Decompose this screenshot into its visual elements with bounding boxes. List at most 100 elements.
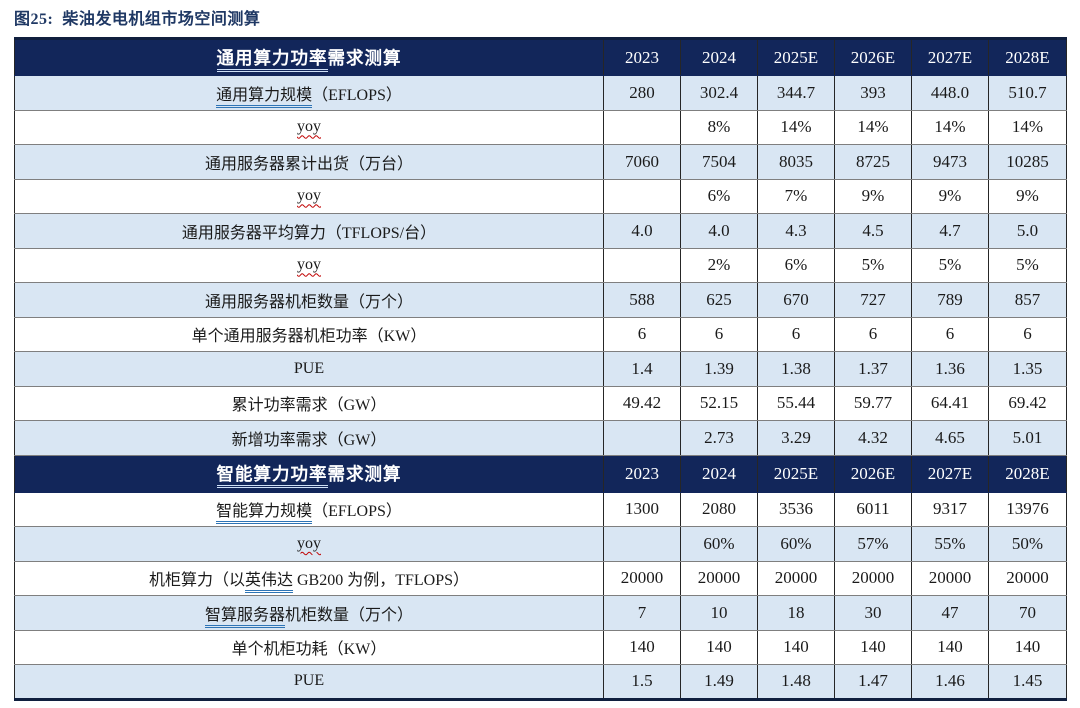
value-cell: 6011: [834, 491, 912, 527]
value-cell: 140: [680, 629, 758, 665]
value-cell: 8725: [834, 144, 912, 180]
value-cell: 6: [757, 316, 835, 352]
value-cell: 1.37: [834, 351, 912, 387]
value-cell: 20000: [603, 560, 681, 596]
underlined-term: 英伟达: [244, 572, 293, 594]
table-row: 通用服务器平均算力（TFLOPS/台） 4.0 4.0 4.3 4.5 4.7 5.0: [14, 213, 1067, 249]
value-cell: 1.46: [911, 664, 989, 700]
value-cell: 60%: [680, 526, 758, 562]
value-cell: 14%: [911, 109, 989, 145]
row-label-cell: 累计功率需求（GW）: [14, 385, 604, 421]
row-label-cell: yoy: [14, 109, 604, 145]
table-row: 通用算力规模（EFLOPS） 280 302.4 344.7 393 448.0 510.7: [14, 75, 1067, 111]
spellcheck-wavy-term: yoy: [297, 256, 321, 274]
table-row: yoy 6% 7% 9% 9% 9%: [14, 178, 1067, 214]
table-row: 新增功率需求（GW） 2.73 3.29 4.32 4.65 5.01: [14, 420, 1067, 456]
value-cell: 5%: [911, 247, 989, 283]
underlined-term: 智算服务器: [204, 606, 285, 628]
table-row: yoy 8% 14% 14% 14% 14%: [14, 109, 1067, 145]
value-cell: 20000: [911, 560, 989, 596]
value-cell: 9317: [911, 491, 989, 527]
value-cell: 140: [603, 629, 681, 665]
value-cell: 18: [757, 595, 835, 631]
row-label-cell: 单个机柜功耗（KW）: [14, 629, 604, 665]
value-cell: 393: [834, 75, 912, 111]
year-header-cell: 2025E: [757, 454, 835, 493]
value-cell: 5.0: [988, 213, 1067, 249]
value-cell: 7: [603, 595, 681, 631]
value-cell: 302.4: [680, 75, 758, 111]
value-cell: 49.42: [603, 385, 681, 421]
value-cell: 2.73: [680, 420, 758, 456]
year-header-cell: 2028E: [988, 454, 1067, 493]
value-cell: 1.49: [680, 664, 758, 700]
value-cell: 9%: [988, 178, 1067, 214]
value-cell: 1.4: [603, 351, 681, 387]
value-cell: 10: [680, 595, 758, 631]
value-cell: 140: [757, 629, 835, 665]
spellcheck-wavy-term: yoy: [297, 534, 321, 552]
row-label-cell: 通用服务器机柜数量（万个）: [14, 282, 604, 318]
label-text: 机柜算力（以: [148, 572, 245, 590]
label-text: 需求测算: [327, 464, 402, 484]
underlined-term: 通用算力功率: [216, 48, 328, 72]
value-cell: 1.47: [834, 664, 912, 700]
value-cell: 14%: [757, 109, 835, 145]
row-label-cell: 智能算力规模（EFLOPS）: [14, 491, 604, 527]
year-header-cell: 2023: [603, 38, 681, 76]
value-cell: 280: [603, 75, 681, 111]
value-cell: [603, 109, 681, 145]
value-cell: 6: [680, 316, 758, 352]
year-header-cell: 2025E: [757, 38, 835, 76]
table-row: yoy 2% 6% 5% 5% 5%: [14, 247, 1067, 283]
value-cell: 5.01: [988, 420, 1067, 456]
value-cell: 4.7: [911, 213, 989, 249]
underlined-term: 智能算力功率: [216, 464, 328, 488]
table-row: yoy 60% 60% 57% 55% 50%: [14, 526, 1067, 562]
underlined-term: 智能算力规模: [216, 503, 313, 525]
row-label-cell: 单个通用服务器机柜功率（KW）: [14, 316, 604, 352]
year-header-cell: 2027E: [911, 454, 989, 493]
value-cell: [603, 420, 681, 456]
value-cell: 50%: [988, 526, 1067, 562]
value-cell: 14%: [988, 109, 1067, 145]
value-cell: 140: [988, 629, 1067, 665]
table-section: 通用算力功率需求测算 2023 2024 2025E 2026E 2027E 2028E 通用…: [14, 38, 1067, 456]
label-text: 单个通用服务器机柜功率（KW）: [191, 328, 427, 346]
label-text: PUE: [293, 672, 325, 690]
section-header-row: 通用算力功率需求测算 2023 2024 2025E 2026E 2027E 2028E: [14, 38, 1067, 76]
value-cell: 857: [988, 282, 1067, 318]
value-cell: 1.5: [603, 664, 681, 700]
value-cell: 1.39: [680, 351, 758, 387]
value-cell: 20000: [988, 560, 1067, 596]
value-cell: 52.15: [680, 385, 758, 421]
value-cell: 625: [680, 282, 758, 318]
label-text: 累计功率需求（GW）: [231, 397, 387, 415]
value-cell: 47: [911, 595, 989, 631]
value-cell: 6: [988, 316, 1067, 352]
value-cell: 8%: [680, 109, 758, 145]
year-header-cell: 2028E: [988, 38, 1067, 76]
label-text: 通用服务器累计出货（万台）: [204, 155, 413, 173]
value-cell: 4.32: [834, 420, 912, 456]
underlined-term: 通用算力规模: [216, 86, 313, 108]
value-cell: 1.38: [757, 351, 835, 387]
row-label-cell: PUE: [14, 351, 604, 387]
value-cell: 344.7: [757, 75, 835, 111]
value-cell: 8035: [757, 144, 835, 180]
row-label-cell: yoy: [14, 178, 604, 214]
table-row: 单个机柜功耗（KW） 140 140 140 140 140 140: [14, 629, 1067, 665]
value-cell: 448.0: [911, 75, 989, 111]
value-cell: 1.35: [988, 351, 1067, 387]
value-cell: 9%: [911, 178, 989, 214]
table-section: 智能算力功率需求测算 2023 2024 2025E 2026E 2027E 2028E 智能…: [14, 454, 1067, 700]
value-cell: 57%: [834, 526, 912, 562]
value-cell: 4.3: [757, 213, 835, 249]
table-row: 智算服务器机柜数量（万个） 7 10 18 30 47 70: [14, 595, 1067, 631]
label-text: 通用服务器机柜数量（万个）: [204, 293, 413, 311]
value-cell: [603, 247, 681, 283]
value-cell: 14%: [834, 109, 912, 145]
label-text: 新增功率需求（GW）: [231, 431, 387, 449]
label-text: 需求测算: [327, 48, 402, 68]
value-cell: 60%: [757, 526, 835, 562]
